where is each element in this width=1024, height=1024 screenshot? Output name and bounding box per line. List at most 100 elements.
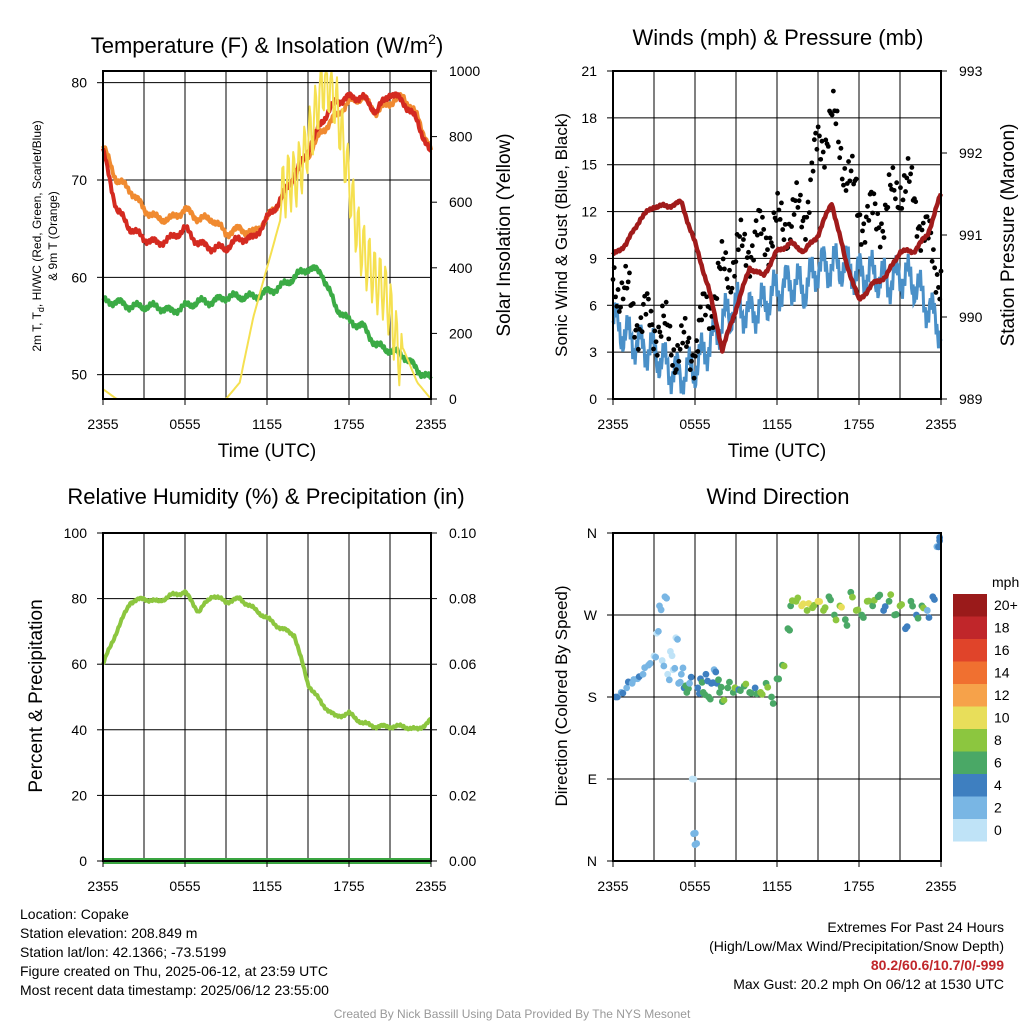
- gust-point: [934, 272, 940, 277]
- gust-point: [687, 367, 693, 373]
- gust-point: [724, 276, 730, 282]
- direction-point: [849, 593, 856, 601]
- gust-point: [706, 326, 712, 332]
- gust-point: [924, 214, 930, 220]
- direction-point: [843, 622, 851, 629]
- gust-point: [919, 227, 925, 233]
- x-tick-label: 2355: [87, 416, 118, 432]
- direction-point: [671, 664, 679, 672]
- gust-point: [743, 263, 749, 268]
- x-tick-label: 2355: [925, 416, 956, 432]
- legend-swatch: [953, 616, 987, 639]
- gust-point: [746, 249, 751, 255]
- right-tick-label: 400: [449, 260, 473, 276]
- gust-point: [646, 296, 651, 302]
- direction-point: [657, 606, 665, 614]
- legend-swatch: [953, 796, 987, 819]
- gust-point: [825, 143, 831, 149]
- y-tick-label: 3: [589, 344, 597, 360]
- gust-point: [890, 165, 896, 171]
- wind-direction-ylabel: Direction (Colored By Speed): [552, 585, 571, 806]
- x-tick-label: 2355: [597, 878, 628, 894]
- y-tick-label: 12: [581, 204, 597, 220]
- gust-point: [738, 217, 744, 223]
- gust-point: [908, 171, 914, 177]
- y-tick-label: 50: [71, 367, 87, 383]
- x-tick-label: 2355: [597, 416, 628, 432]
- gust-point: [932, 265, 938, 271]
- gust-point: [732, 273, 737, 279]
- gust-point: [751, 257, 756, 263]
- direction-point: [663, 594, 670, 602]
- gust-point: [920, 220, 926, 226]
- y-tick-label: 0: [589, 391, 597, 407]
- gust-point: [839, 176, 845, 182]
- gust-point: [841, 182, 846, 188]
- gust-point: [727, 267, 732, 273]
- wind-direction-panel-title: Wind Direction: [706, 484, 849, 509]
- gust-point: [819, 138, 825, 144]
- x-tick-label: 0555: [169, 416, 200, 432]
- gust-point: [657, 329, 663, 335]
- gust-point: [830, 88, 836, 94]
- gust-point: [682, 315, 688, 321]
- gust-point: [789, 224, 794, 229]
- gust-point: [820, 149, 826, 155]
- gust-point: [861, 221, 867, 227]
- x-tick-label: 2355: [87, 878, 118, 894]
- gust-point: [680, 340, 686, 346]
- gust-point: [931, 247, 936, 252]
- temperature-xlabel: Time (UTC): [218, 441, 317, 462]
- gust-point: [654, 352, 660, 358]
- gust-point: [625, 279, 631, 285]
- meteogram-figure: Temperature (F) & Insolation (W/m2) 2355…: [26, 25, 1019, 894]
- x-tick-label: 1755: [333, 878, 364, 894]
- gust-point: [893, 196, 898, 202]
- direction-point: [794, 594, 802, 602]
- direction-point: [665, 676, 673, 684]
- direction-point: [865, 597, 873, 605]
- gust-point: [814, 146, 820, 152]
- direction-point: [724, 684, 732, 692]
- direction-point: [764, 683, 772, 691]
- right-tick-label: 800: [449, 129, 473, 145]
- gust-point: [792, 198, 798, 204]
- gust-point: [836, 139, 841, 145]
- gust-point: [640, 301, 646, 307]
- x-tick-label: 2355: [415, 878, 446, 894]
- gust-point: [914, 234, 920, 239]
- direction-point: [775, 675, 783, 683]
- y-tick-label: 60: [71, 656, 87, 672]
- x-tick-label: 1155: [762, 416, 792, 432]
- gust-point: [857, 212, 863, 218]
- direction-point: [658, 657, 666, 664]
- winds-panel-title: Winds (mph) & Pressure (mb): [633, 25, 924, 50]
- gust-point: [806, 210, 812, 216]
- direction-point: [821, 604, 829, 612]
- x-tick-label: 1155: [252, 416, 282, 432]
- legend-swatch: [953, 684, 987, 707]
- gust-point: [858, 242, 864, 247]
- gust-point: [632, 334, 637, 340]
- gust-point: [804, 214, 810, 220]
- direction-point: [786, 626, 793, 634]
- gust-point: [620, 296, 626, 302]
- gust-point: [761, 227, 767, 232]
- gust-point: [643, 311, 649, 317]
- direction-point: [736, 687, 744, 695]
- direction-point: [623, 684, 631, 692]
- winds-ylabel: Sonic Wind & Gust (Blue, Black): [552, 113, 571, 357]
- direction-point: [787, 602, 795, 610]
- gust-point: [635, 346, 641, 352]
- gust-point: [661, 313, 667, 319]
- gust-point: [668, 352, 674, 358]
- gust-point: [795, 205, 801, 210]
- right-tick-label: 200: [449, 325, 473, 341]
- gust-point: [833, 121, 839, 127]
- legend-label: 20+: [994, 597, 1018, 613]
- direction-point: [717, 683, 725, 691]
- right-tick-label: 991: [959, 227, 983, 243]
- gust-point: [697, 304, 703, 310]
- gust-point: [627, 270, 632, 276]
- gust-point: [704, 294, 710, 300]
